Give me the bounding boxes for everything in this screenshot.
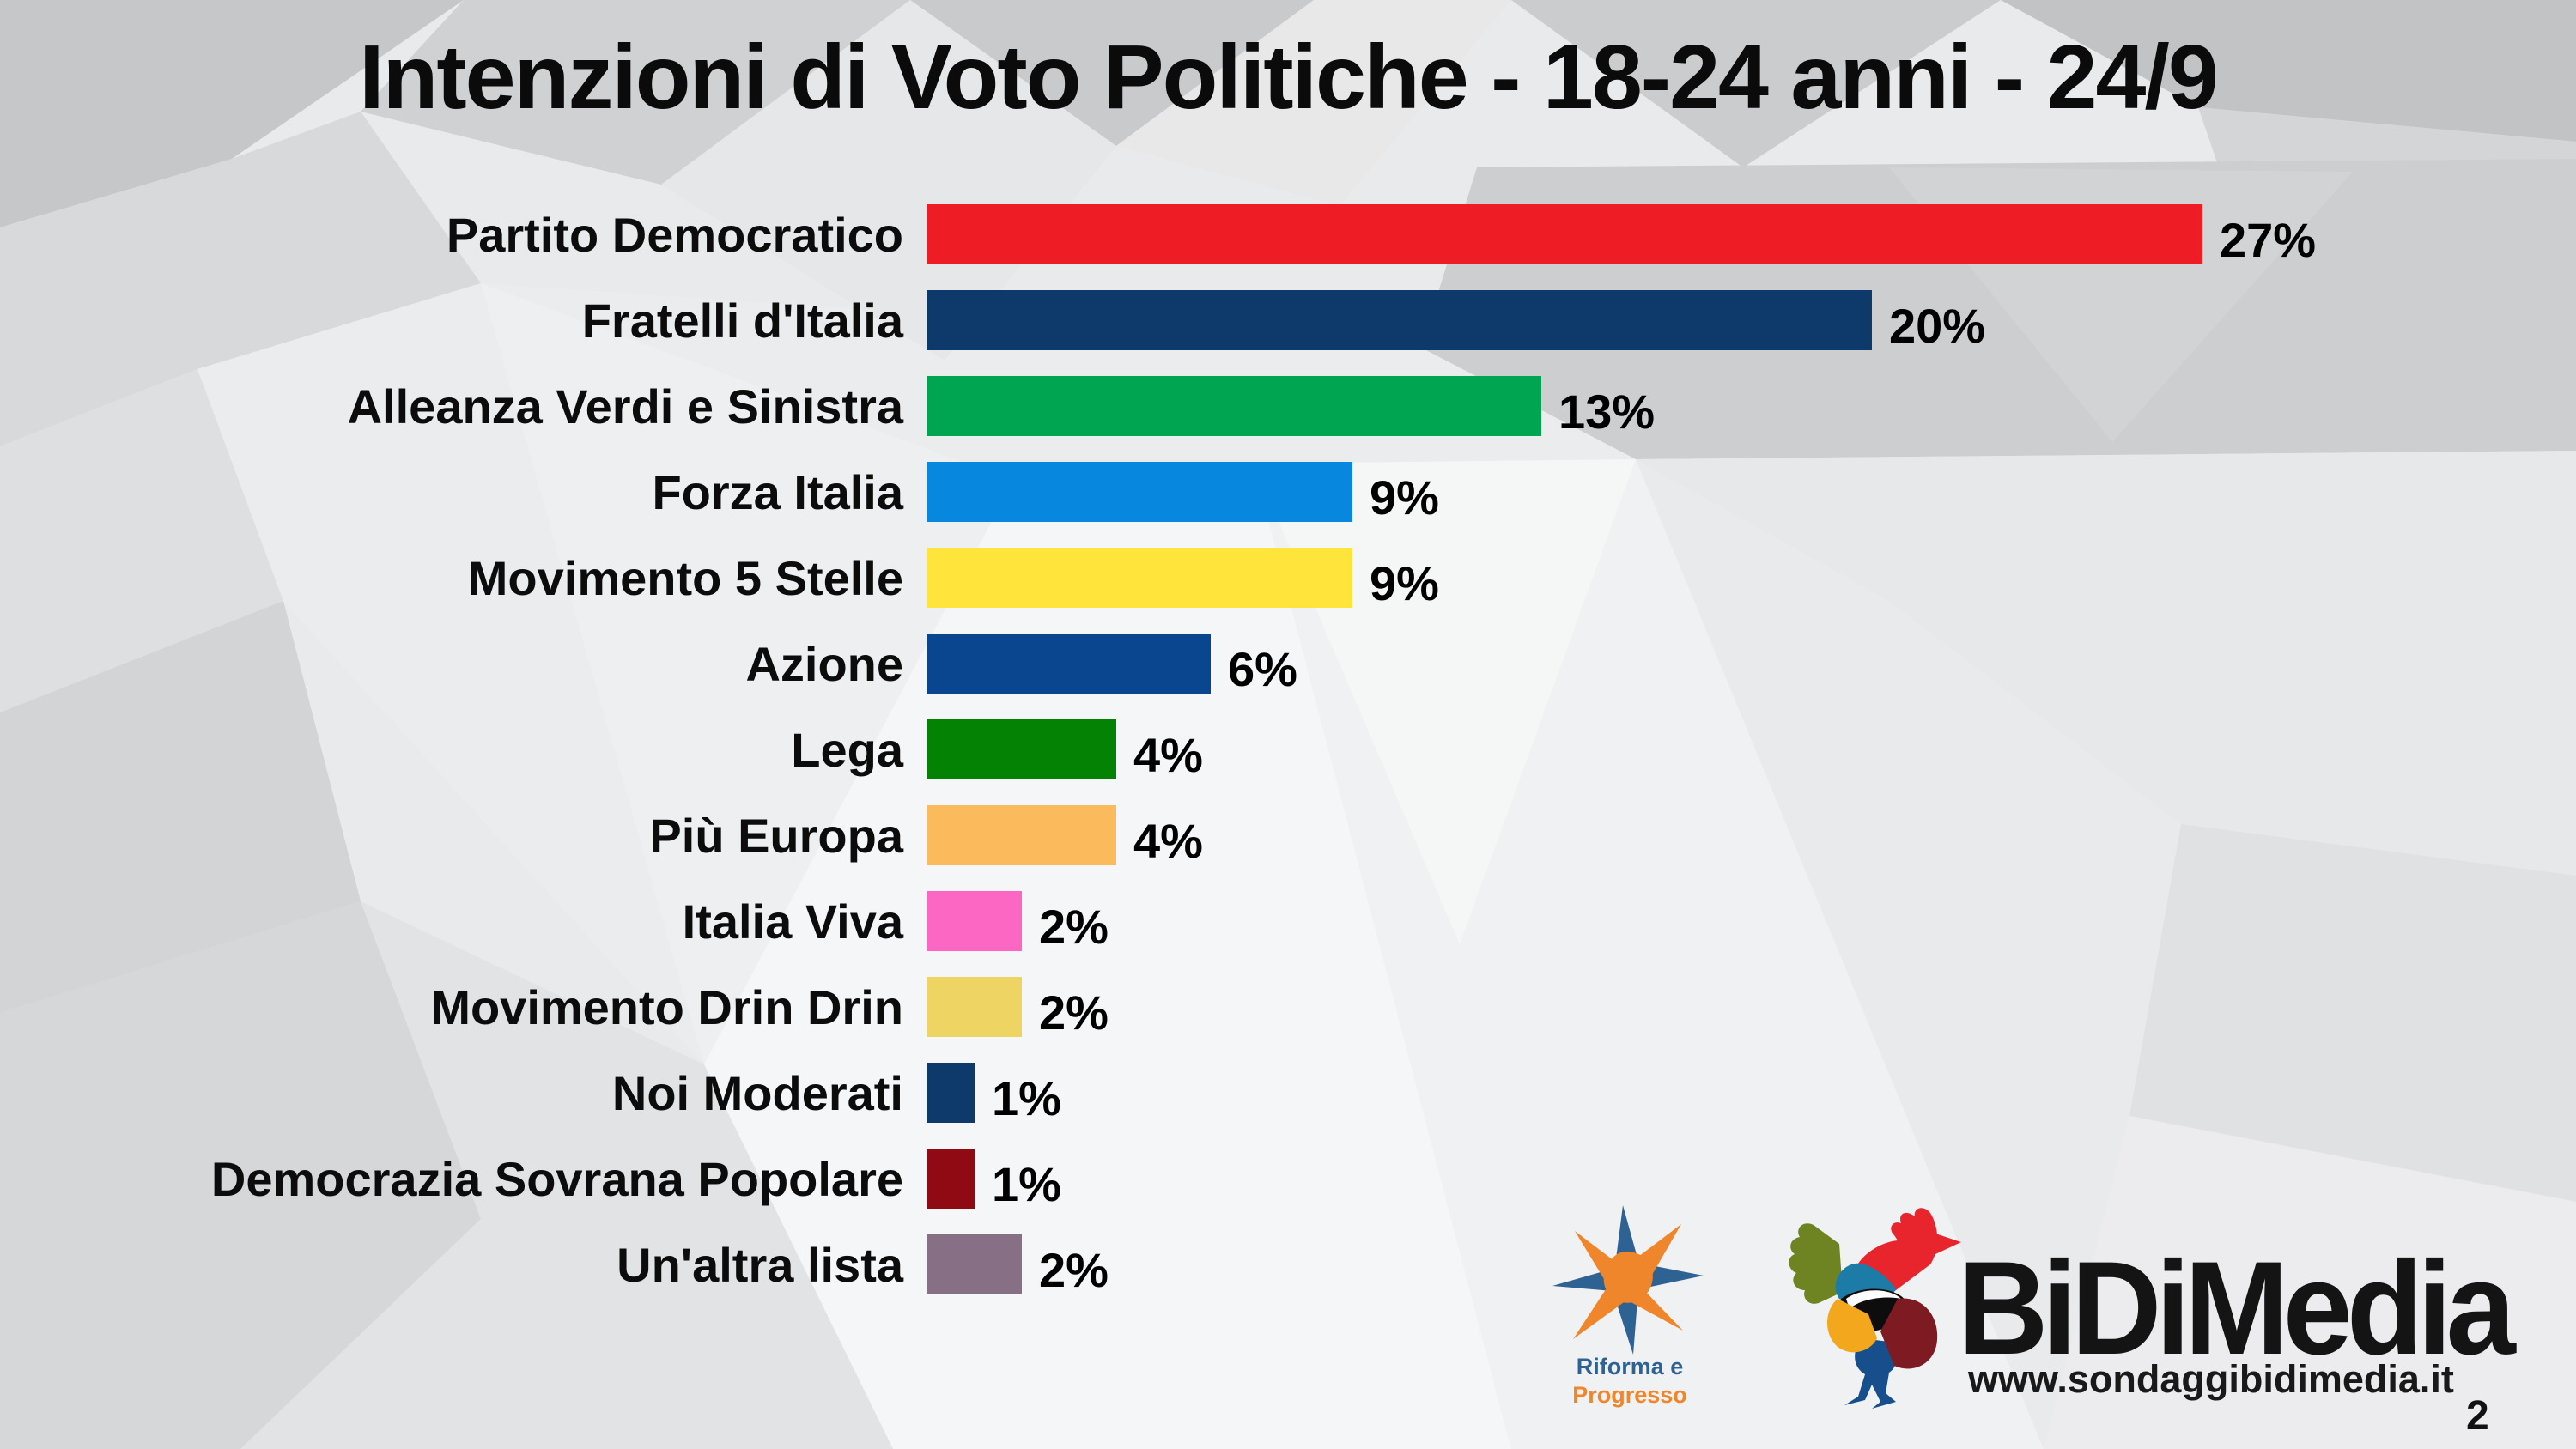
bar (927, 376, 1541, 436)
bar-row: Più Europa 4% (0, 792, 2576, 878)
bar-value: 2% (1039, 1242, 1109, 1297)
bar-row: Forza Italia 9% (0, 449, 2576, 535)
bar-track: 13% (927, 376, 2576, 439)
riforma-progresso-logo: Riforma e Progresso (1544, 1200, 1716, 1415)
bar-row: Azione 6% (0, 621, 2576, 706)
bar-value: 1% (992, 1070, 1061, 1125)
bar-row: Un'altra lista 2% (0, 1222, 2576, 1307)
bar-label: Un'altra lista (617, 1237, 903, 1292)
bar-row: Partito Democratico 27% (0, 191, 2576, 277)
bar (927, 290, 1872, 350)
bar-track: 1% (927, 1063, 2576, 1125)
bar-value: 13% (1558, 384, 1656, 439)
bidimedia-wordmark: BiDiMedia (1958, 1234, 2516, 1382)
bar (927, 977, 1022, 1037)
bar-track: 9% (927, 548, 2576, 610)
page-number: 2 (2466, 1393, 2489, 1439)
bar-label: Movimento 5 Stelle (467, 550, 903, 605)
bar-track: 4% (927, 719, 2576, 782)
bar (927, 634, 1211, 694)
riforma-progresso-text-line1: Riforma e (1576, 1354, 1684, 1379)
bar (927, 204, 2202, 264)
bar-value: 27% (2220, 212, 2317, 267)
bar-row: Movimento 5 Stelle 9% (0, 535, 2576, 621)
bar-value: 9% (1370, 555, 1439, 610)
bar-label: Italia Viva (682, 894, 903, 949)
bar-value: 20% (1889, 298, 1986, 353)
riforma-progresso-text-line2: Progresso (1572, 1382, 1687, 1408)
bar-label: Democrazia Sovrana Popolare (210, 1151, 903, 1206)
bar-rows: Partito Democratico 27% Fratelli d'Italia 2… (0, 191, 2576, 1307)
bar (927, 1234, 1022, 1294)
bar-value: 6% (1228, 641, 1297, 696)
bar-chart: Partito Democratico 27% Fratelli d'Italia 2… (0, 191, 2576, 1307)
bar (927, 1063, 975, 1123)
bar-value: 4% (1133, 727, 1203, 782)
bidimedia-url: www.sondaggibidimedia.it (1968, 1357, 2454, 1401)
bar-row: Noi Moderati 1% (0, 1050, 2576, 1136)
bar-track: 2% (927, 1234, 2576, 1297)
bar-label: Movimento Drin Drin (430, 979, 903, 1034)
bar-label: Forza Italia (652, 464, 903, 519)
bar-track: 2% (927, 977, 2576, 1040)
rooster-icon (1789, 1208, 1961, 1409)
bar-label: Alleanza Verdi e Sinistra (347, 379, 903, 433)
bar-track: 9% (927, 462, 2576, 524)
bar (927, 891, 1022, 951)
bidimedia-logo: BiDiMedia www.sondaggibidimedia.it (1760, 1197, 2576, 1421)
bar (927, 1149, 975, 1209)
bar-label: Lega (791, 722, 903, 777)
bar-value: 2% (1039, 899, 1109, 954)
bar-row: Italia Viva 2% (0, 878, 2576, 964)
bar-track: 4% (927, 805, 2576, 868)
bar (927, 805, 1116, 865)
bar-value: 9% (1370, 470, 1439, 524)
bar-label: Fratelli d'Italia (581, 293, 903, 348)
bar-row: Fratelli d'Italia 20% (0, 277, 2576, 363)
bar (927, 462, 1352, 522)
bar-label: Più Europa (649, 808, 903, 863)
chart-title: Intenzioni di Voto Politiche - 18-24 ann… (359, 27, 2219, 128)
bar-value: 1% (992, 1156, 1061, 1211)
bar-label: Noi Moderati (611, 1065, 903, 1120)
bar-row: Movimento Drin Drin 2% (0, 964, 2576, 1050)
bar-label: Partito Democratico (446, 207, 903, 262)
bar-track: 2% (927, 891, 2576, 954)
bar-track: 20% (927, 290, 2576, 353)
bar (927, 548, 1352, 608)
bar (927, 719, 1116, 779)
bar-track: 1% (927, 1149, 2576, 1211)
bar-track: 27% (927, 204, 2576, 267)
bar-label: Azione (745, 636, 903, 691)
bar-row: Alleanza Verdi e Sinistra 13% (0, 363, 2576, 449)
bar-track: 6% (927, 634, 2576, 696)
bar-value: 2% (1039, 985, 1109, 1040)
bar-row: Lega 4% (0, 706, 2576, 792)
bar-row: Democrazia Sovrana Popolare 1% (0, 1136, 2576, 1222)
starburst-icon (1552, 1205, 1704, 1355)
bar-value: 4% (1133, 813, 1203, 868)
